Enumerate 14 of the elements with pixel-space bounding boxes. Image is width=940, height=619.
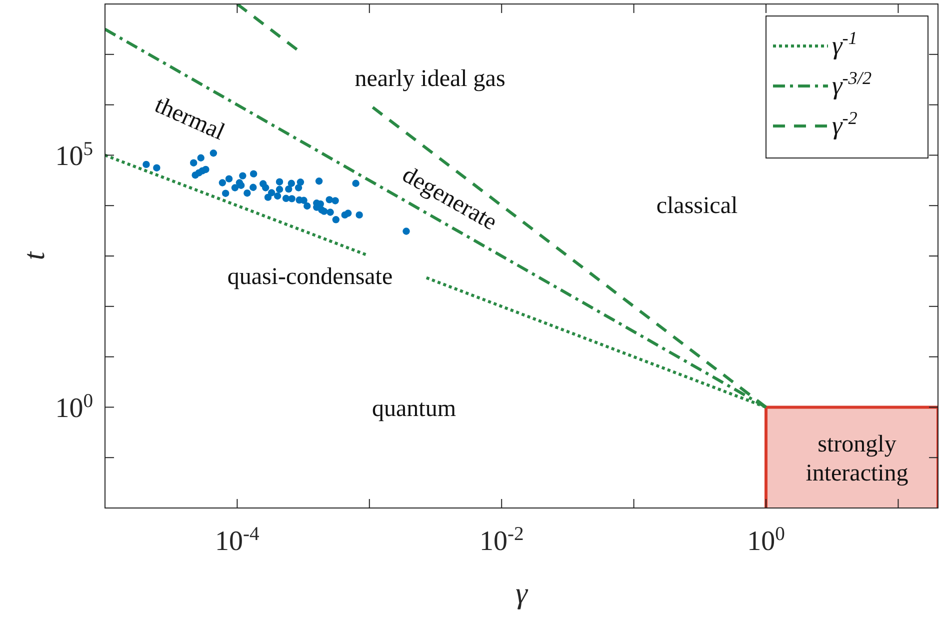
- y-tick-label: 10$^{5}$: [55, 138, 94, 172]
- annotation: strongly interacting: [806, 432, 908, 486]
- legend-label: γ$^{-2}$: [832, 108, 858, 140]
- annotation: quasi-condensate: [227, 264, 393, 290]
- legend-label: γ$^{-1}$: [832, 28, 858, 60]
- x-tick-label: 10$^{-4}$: [215, 524, 260, 557]
- x-tick-label: 10$^{-2}$: [479, 524, 524, 557]
- annotation: nearly ideal gas: [354, 66, 506, 92]
- legend-label: γ$^{-3/2}$: [832, 68, 872, 100]
- x-tick-label: 10$^{0}$: [747, 524, 786, 557]
- x-axis-title: γ: [516, 577, 529, 610]
- annotation: classical: [656, 192, 738, 219]
- y-axis-title: t: [18, 251, 51, 260]
- annotation: quantum: [372, 396, 456, 422]
